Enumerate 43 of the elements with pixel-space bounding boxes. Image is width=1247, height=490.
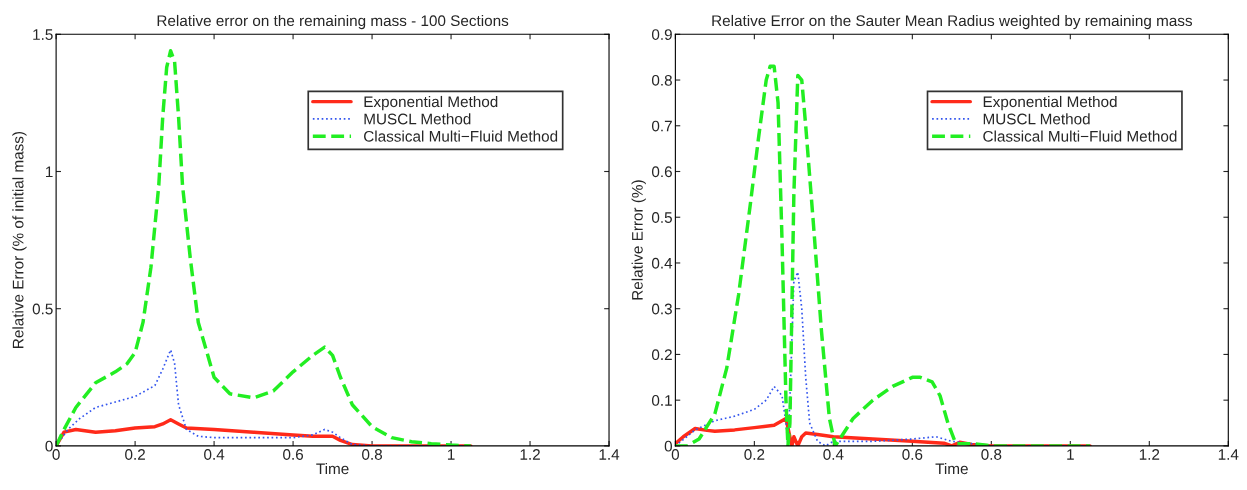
x-tick-label: 0.6	[902, 449, 923, 460]
chart-title: Relative Error on the Sauter Mean Radius weighted by remaining mass	[712, 14, 1193, 30]
y-tick-label: 0.9	[651, 29, 672, 40]
y-tick-label: 0.7	[651, 120, 672, 132]
legend-label: Exponential Method	[364, 95, 498, 111]
x-tick-label: 1	[1067, 449, 1074, 460]
y-tick-label: 0.5	[32, 303, 53, 315]
line-series	[675, 416, 1092, 446]
x-tick-label: 0.8	[981, 449, 1002, 460]
y-tick-label: 0.3	[651, 303, 672, 315]
x-tick-label: 0.2	[744, 449, 765, 460]
x-tick-label: 1.4	[1218, 449, 1239, 460]
y-axis-title: Relative Error (%)	[631, 180, 646, 300]
x-tick-label: 1.2	[520, 449, 540, 460]
x-tick-label: 1.4	[599, 449, 620, 460]
x-tick-label: 0.4	[823, 449, 844, 460]
x-tick-label: 1.2	[1139, 449, 1160, 460]
y-tick-label: 0.2	[651, 349, 672, 361]
legend-label: Classical Multi−Fluid Method	[364, 130, 558, 142]
y-axis-title: Relative Error (% of initial mass)	[12, 131, 27, 348]
x-tick-label: 0.4	[204, 449, 225, 460]
x-tick-label: 0.2	[125, 449, 145, 460]
y-tick-label: 0.4	[651, 257, 673, 269]
y-tick-label: 0.5	[651, 212, 672, 223]
y-tick-label: 0.6	[651, 166, 672, 178]
chart-title: Relative error on the remaining mass - 100 Sections	[157, 14, 509, 30]
x-tick-label: 0.6	[283, 449, 304, 460]
legend-label: MUSCL Method	[364, 113, 471, 125]
y-tick-label: 1.5	[33, 29, 53, 40]
x-tick-label: 0	[52, 449, 60, 460]
x-tick-label: 1	[447, 449, 455, 460]
x-tick-label: 0	[671, 449, 680, 460]
y-tick-label: 0.8	[651, 74, 672, 86]
legend-label: Classical Multi−Fluid Method	[983, 130, 1177, 142]
legend-label: MUSCL Method	[983, 113, 1090, 125]
y-tick-label: 0	[664, 440, 673, 452]
y-tick-label: 0	[45, 440, 53, 452]
x-tick-label: 0.8	[362, 449, 383, 460]
x-axis-title: Time	[935, 462, 968, 475]
x-axis-title: Time	[316, 462, 349, 475]
y-tick-label: 1	[46, 166, 53, 178]
y-tick-label: 0.1	[651, 395, 672, 406]
legend-label: Exponential Method	[983, 95, 1117, 111]
